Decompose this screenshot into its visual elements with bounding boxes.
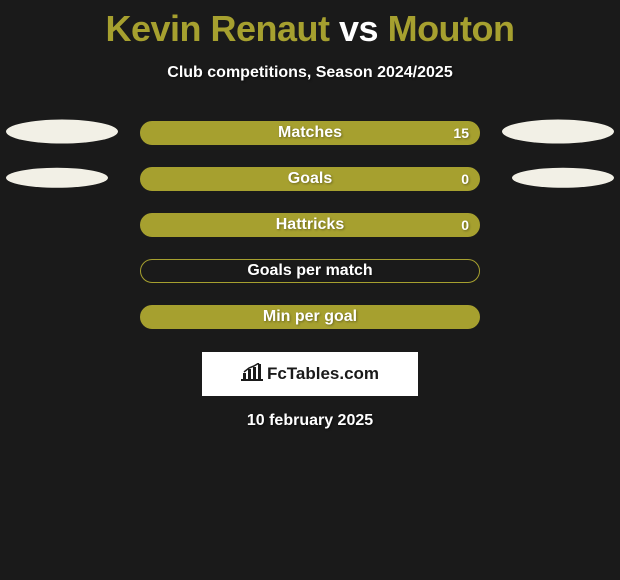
- chart-icon: [241, 363, 263, 386]
- stat-value: 15: [453, 125, 469, 141]
- stat-label: Hattricks: [276, 216, 344, 234]
- stat-label: Matches: [278, 124, 342, 142]
- page-title: Kevin Renaut vs Mouton: [0, 0, 620, 52]
- brand-box[interactable]: FcTables.com: [202, 352, 418, 396]
- stat-row: Goals per match: [0, 248, 620, 294]
- stat-row: Hattricks 0: [0, 202, 620, 248]
- player-marker-right: [502, 120, 614, 144]
- subtitle: Club competitions, Season 2024/2025: [0, 64, 620, 82]
- date-line: 10 february 2025: [0, 412, 620, 430]
- stat-label: Min per goal: [263, 308, 357, 326]
- stat-value: 0: [461, 171, 469, 187]
- title-player2: Mouton: [388, 8, 515, 49]
- stat-bar: Hattricks 0: [140, 213, 480, 237]
- title-player1: Kevin Renaut: [105, 8, 329, 49]
- stat-label: Goals per match: [247, 262, 372, 280]
- stat-bar: Matches 15: [140, 121, 480, 145]
- stat-value: 0: [461, 217, 469, 233]
- stats-container: Matches 15 Goals 0 Hattricks 0 Goals per match…: [0, 110, 620, 340]
- player-marker-right: [512, 168, 614, 188]
- title-vs: vs: [330, 8, 388, 49]
- player-marker-left: [6, 120, 118, 144]
- stat-bar: Min per goal: [140, 305, 480, 329]
- stat-label: Goals: [288, 170, 332, 188]
- player-marker-left: [6, 168, 108, 188]
- stat-row: Goals 0: [0, 156, 620, 202]
- stat-row: Min per goal: [0, 294, 620, 340]
- brand-label: FcTables.com: [267, 364, 379, 384]
- stat-row: Matches 15: [0, 110, 620, 156]
- stat-bar: Goals per match: [140, 259, 480, 283]
- stat-bar: Goals 0: [140, 167, 480, 191]
